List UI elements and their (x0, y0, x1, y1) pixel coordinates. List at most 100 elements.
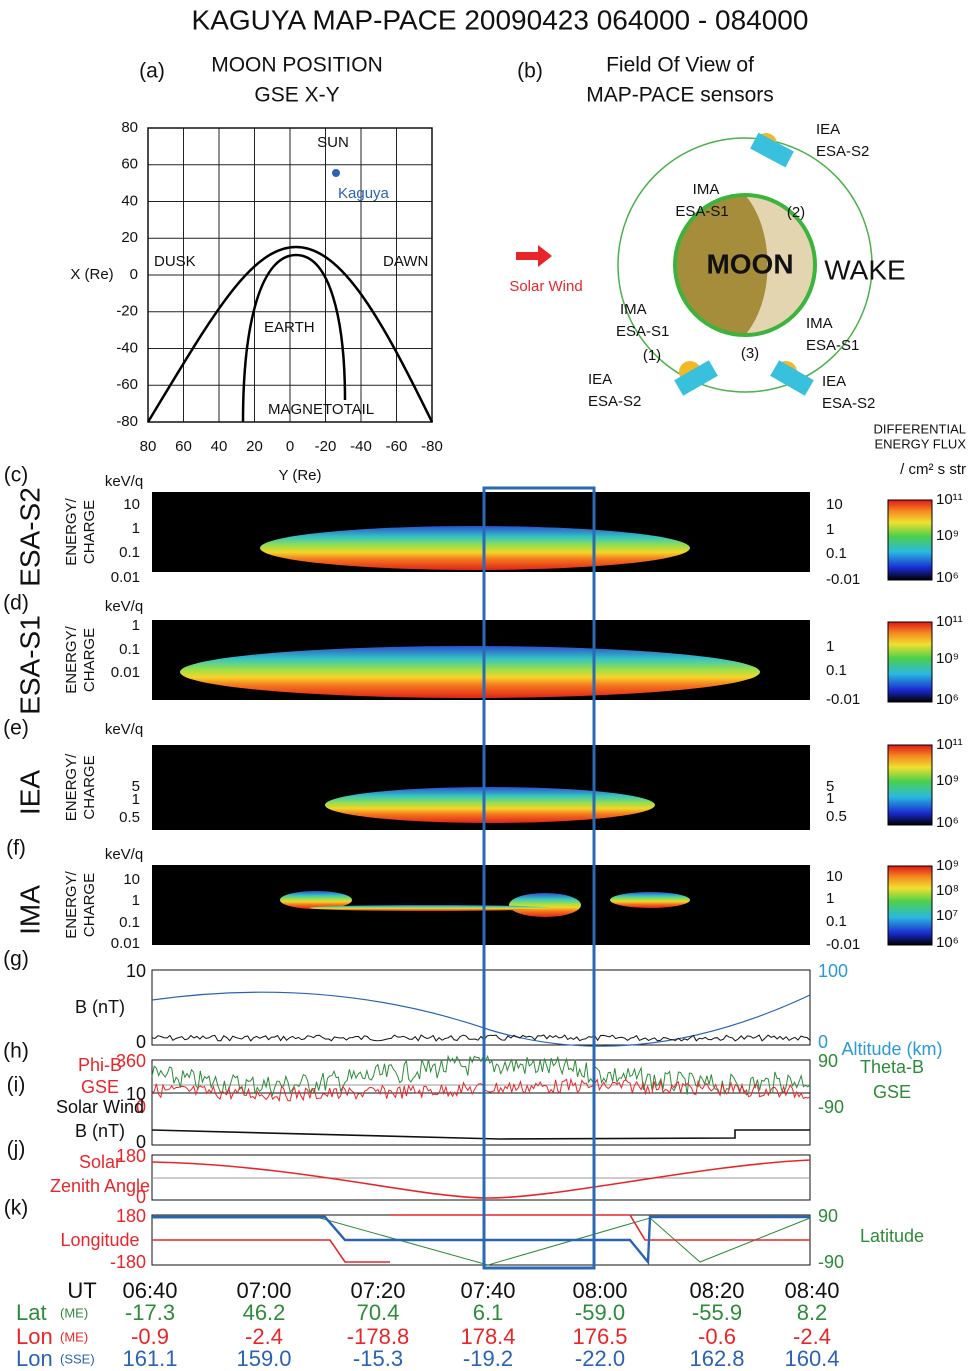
label: IMA (14, 885, 45, 935)
label: Kaguya (338, 185, 390, 202)
label: -2.4 (793, 1324, 831, 1349)
spectrogram (152, 865, 810, 945)
label: Longitude (60, 1230, 139, 1250)
label: 80 (140, 438, 157, 455)
label: EARTH (264, 319, 315, 336)
label: Zenith Angle (50, 1176, 150, 1196)
label: 08:20 (689, 1278, 744, 1303)
label: 10 (126, 961, 146, 981)
label: IMA (806, 315, 833, 332)
label: 10⁶ (936, 934, 959, 951)
phi-line (151, 1077, 811, 1103)
label: 06:40 (122, 1278, 177, 1303)
label: B (nT) (75, 997, 125, 1017)
label: 160.4 (784, 1346, 839, 1371)
label: -0.01 (826, 936, 860, 953)
label: ESA-S1 (806, 337, 859, 354)
label: (SSE) (60, 1351, 95, 1366)
label: Altitude (km) (841, 1039, 942, 1059)
label: 0 (286, 438, 294, 455)
label: -19.2 (463, 1346, 513, 1371)
label: -80 (421, 438, 443, 455)
label: IMA (693, 181, 720, 198)
label: 10⁶ (936, 569, 959, 586)
spectrogram-band (180, 646, 760, 698)
label: CHARGE (81, 628, 98, 692)
label: ESA-S2 (588, 393, 641, 410)
label: (ME) (60, 1329, 88, 1344)
label: 10 (826, 868, 843, 885)
plot-frame (151, 969, 811, 1046)
label: 80 (121, 119, 138, 136)
label: DAWN (383, 253, 428, 270)
label: 0.01 (111, 935, 140, 952)
label: (a) (139, 60, 165, 83)
label: 20 (121, 229, 138, 246)
label: 0 (130, 266, 138, 283)
label: (e) (3, 717, 29, 740)
label: keV/q (105, 598, 143, 615)
label: (f) (6, 837, 26, 860)
label: 20 (246, 438, 263, 455)
spectrogram-band (310, 905, 550, 911)
label: -180 (110, 1252, 146, 1272)
moon-rim (673, 193, 817, 337)
label: -0.01 (826, 691, 860, 708)
label: ENERGY FLUX (874, 436, 966, 451)
label: ENERGY/ (63, 497, 80, 565)
lon-blue (152, 1215, 810, 1266)
label: -0.9 (131, 1324, 169, 1349)
label: -17.3 (125, 1300, 175, 1325)
label: IMA (620, 301, 647, 318)
label: 10¹¹ (936, 613, 963, 630)
label: CHARGE (81, 500, 98, 564)
label: Lon (16, 1324, 53, 1349)
label: 08:40 (784, 1278, 839, 1303)
theta-line (151, 1054, 811, 1097)
label: (1) (643, 347, 661, 364)
label: 40 (211, 438, 228, 455)
spectrogram-band (610, 892, 690, 908)
label: IEA (14, 770, 45, 815)
label: 10⁸ (936, 882, 959, 899)
label: Solar Wind (509, 278, 582, 295)
label: -59.0 (575, 1300, 625, 1325)
label: GSE (81, 1077, 119, 1097)
label: B (nT) (75, 1121, 125, 1141)
label: GSE X-Y (254, 84, 339, 107)
highlight-box (482, 486, 596, 1270)
sw-b-line (151, 1129, 810, 1140)
label: 6.1 (473, 1300, 504, 1325)
magnetopause (241, 253, 347, 423)
colorbar (887, 621, 933, 703)
label: -22.0 (575, 1346, 625, 1371)
label: 180 (116, 1146, 146, 1166)
lon-red (152, 1214, 810, 1263)
label: 1 (826, 790, 834, 807)
label: 10⁹ (936, 857, 959, 874)
label: 0.1 (119, 914, 140, 931)
label: keV/q (105, 846, 143, 863)
label: 1 (132, 791, 140, 808)
label: 0 (136, 1132, 146, 1152)
label: 10⁶ (936, 691, 959, 708)
spectrogram-band (280, 891, 352, 909)
label: 10¹¹ (936, 491, 963, 508)
label: 10⁹ (936, 772, 959, 789)
label: 0.1 (826, 545, 847, 562)
label: (3) (741, 345, 759, 362)
label: 70.4 (357, 1300, 400, 1325)
label: 10⁹ (936, 650, 959, 667)
label: ESA-S2 (816, 143, 869, 160)
colorbar (887, 744, 933, 826)
sensor (770, 360, 814, 396)
label: Lon (16, 1346, 53, 1371)
label: -55.9 (692, 1300, 742, 1325)
sza-line (151, 1159, 811, 1199)
label: 162.8 (689, 1346, 744, 1371)
label: 1 (132, 892, 140, 909)
label: 0.1 (826, 913, 847, 930)
label: 0.1 (119, 641, 140, 658)
label: / cm² s str (900, 461, 966, 478)
